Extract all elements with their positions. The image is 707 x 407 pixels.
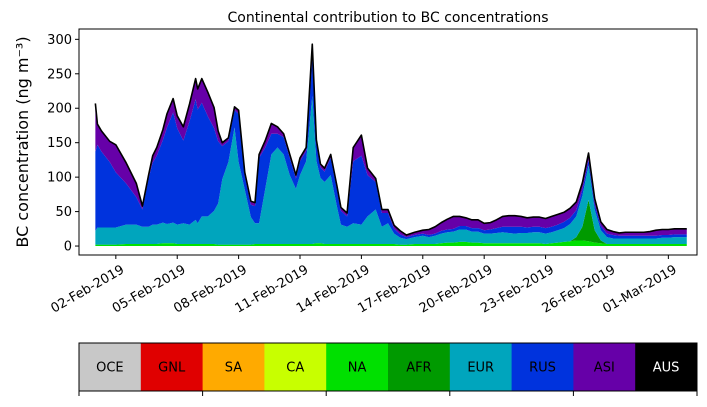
total-line-layer [94, 43, 687, 236]
colorbar-legend: OCE GNL SA CA NA AFR EUR RUS ASI AUS [78, 342, 698, 396]
colorbar-swatch-asi [573, 343, 636, 391]
colorbar-label-afr: AFR [406, 361, 431, 376]
y-axis: 0 50 100 150 200 250 300 [47, 33, 79, 255]
colorbar-frame [78, 342, 698, 392]
colorbar-swatch-oce [79, 343, 142, 391]
y-tick-label: 150 [47, 136, 72, 151]
y-tick-label: 0 [64, 240, 72, 255]
colorbar-swatch-eur [449, 343, 513, 391]
colorbar-label-gnl: GNL [158, 361, 186, 376]
colorbar-swatch-sa [202, 343, 265, 391]
area-na [95, 240, 687, 247]
colorbar-label-aus: AUS [653, 361, 680, 376]
total-concentration-line [94, 43, 687, 236]
colorbar-label-na: NA [348, 361, 367, 376]
colorbar-label-asi: ASI [594, 361, 615, 376]
y-tick-label: 300 [47, 33, 72, 48]
colorbar-swatch-na [326, 343, 389, 391]
area-rus [95, 57, 687, 240]
y-tick-label: 200 [47, 102, 72, 117]
colorbar-swatch-ca [264, 343, 327, 391]
y-tick-label: 100 [47, 171, 72, 186]
chart-title: Continental contribution to BC concentra… [227, 10, 548, 26]
colorbar-label-sa: SA [225, 361, 242, 376]
colorbar-label-oce: OCE [96, 361, 124, 376]
y-axis-label: BC concentration (ng m⁻³) [13, 36, 32, 247]
colorbar-swatch-gnl [140, 343, 204, 391]
stacked-area-layer [95, 44, 687, 247]
colorbar-swatch-aus [635, 343, 698, 391]
colorbar-label-eur: EUR [467, 361, 494, 376]
y-tick-label: 50 [55, 205, 72, 220]
area-eur [95, 95, 687, 245]
colorbar-swatch-rus [511, 343, 574, 391]
plot-frame [78, 28, 698, 256]
colorbar-swatch-afr [388, 343, 451, 391]
colorbar-label-ca: CA [286, 361, 304, 376]
colorbar-label-rus: RUS [529, 361, 556, 376]
y-tick-label: 250 [47, 67, 72, 82]
